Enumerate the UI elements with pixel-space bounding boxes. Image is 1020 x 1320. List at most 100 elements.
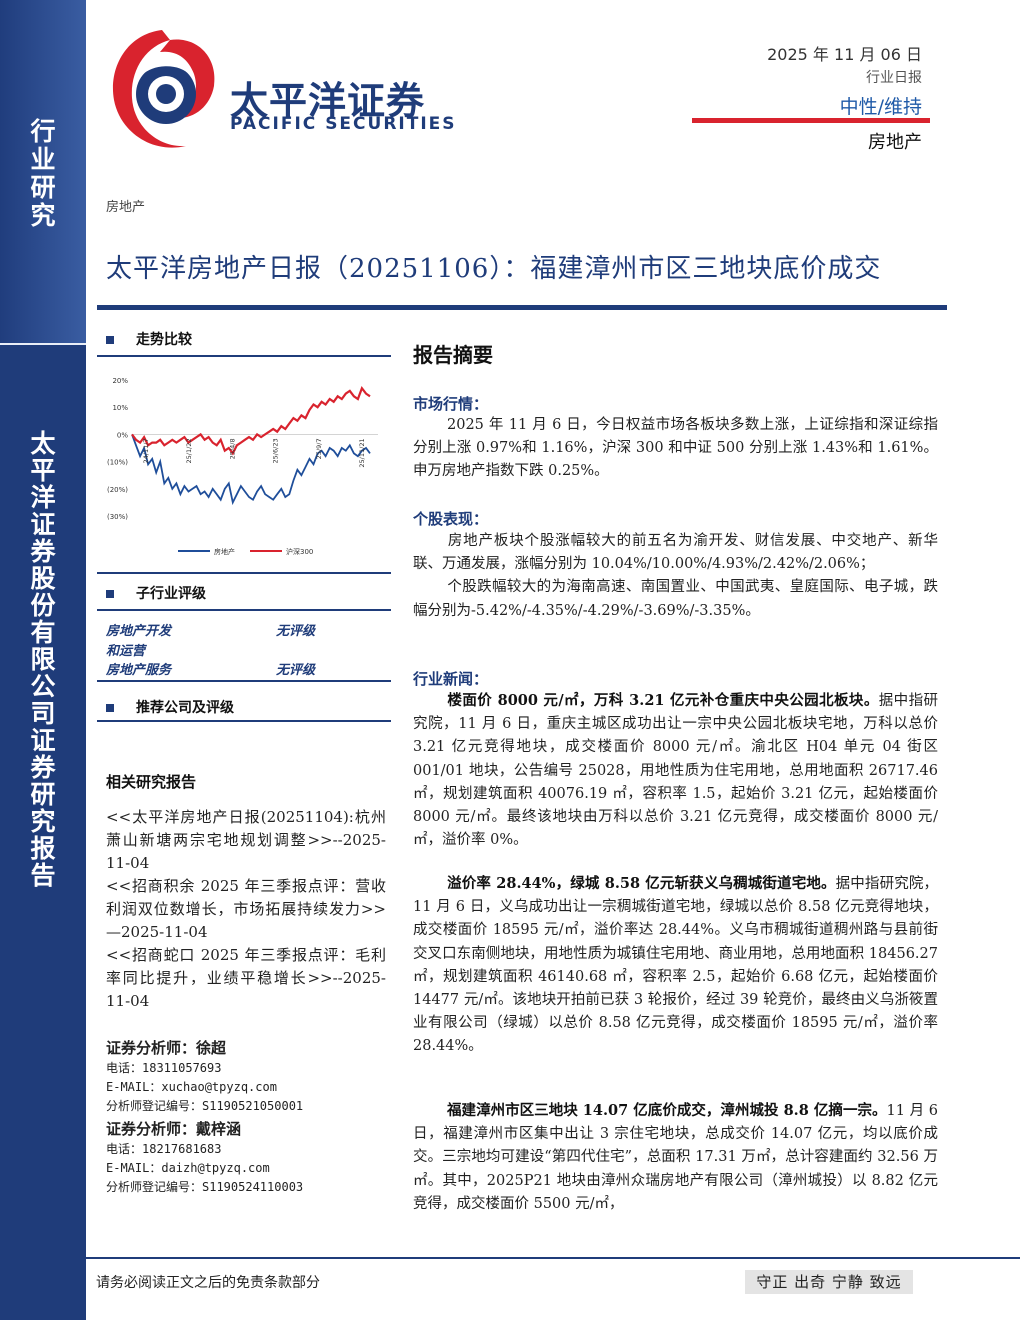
- news-3-lead: 福建漳州市区三地块 14.07 亿底价成交，漳州城投 8.8 亿摘一宗。: [447, 1102, 887, 1119]
- analyst-name: 证券分析师：徐超: [106, 1039, 227, 1057]
- sidebar-industry-research-label: 行业研究: [0, 118, 86, 230]
- sub-rating-divider: [97, 609, 391, 611]
- sub-rating-name-cont: 和运营: [106, 644, 146, 659]
- market-text: 2025 年 11 月 6 日，今日权益市场各板块多数上涨，上证综指和深证综指分…: [413, 417, 938, 480]
- sidebar-company-char: 公: [30, 672, 56, 701]
- news-3-text: 11 月 6 日，福建漳州市区集中出让 3 宗住宅地块，总成交价 14.07 亿…: [413, 1103, 938, 1212]
- report-date: 2025 年 11 月 06 日: [767, 45, 922, 64]
- news-item-3: 福建漳州市区三地块 14.07 亿底价成交，漳州城投 8.8 亿摘一宗。11 月…: [413, 1099, 938, 1216]
- page-title: 太平洋房地产日报（20251106）：福建漳州市区三地块底价成交: [106, 254, 882, 284]
- sector-label: 房地产: [868, 132, 922, 153]
- sidebar-company-char: 券: [30, 753, 56, 782]
- sub-rating-name: 房地产服务: [106, 663, 172, 678]
- company-logo: 太平洋证券 PACIFIC SECURITIES: [100, 18, 460, 168]
- news-heading: 行业新闻：: [413, 670, 489, 688]
- y-tick-label: 10%: [112, 404, 128, 412]
- sidebar-company-char: 份: [30, 591, 56, 620]
- sidebar-company-char: 究: [30, 807, 56, 836]
- market-paragraph: 2025 年 11 月 6 日，今日权益市场各板块多数上涨，上证综指和深证综指分…: [413, 414, 938, 484]
- news-2-text: 据中指研究院，11 月 6 日，义乌成功出让一宗稠城街道宅地，绿城以总价 8.5…: [413, 876, 939, 1055]
- sidebar-company-char: 报: [30, 834, 56, 863]
- bullet-square-icon: [106, 336, 114, 344]
- sidebar-company-char: 研: [30, 780, 56, 809]
- related-report-link[interactable]: <<招商积余 2025 年三季报点评：营收利润双位数增长，市场拓展持续发力>>—…: [106, 877, 386, 941]
- sidebar-company-label: 太平洋证券股份有限公司证券研究报告: [0, 430, 86, 889]
- sidebar-company-char: 证: [30, 510, 56, 539]
- sub-rating-divider-top: [97, 572, 391, 574]
- sub-rating-heading: 子行业评级: [106, 583, 206, 603]
- company-motto: 守正 出奇 宁静 致远: [745, 1270, 913, 1294]
- stock-heading: 个股表现：: [413, 510, 489, 528]
- news-item-2: 溢价率 28.44%，绿城 8.58 亿元斩获义乌稠城街道宅地。据中指研究院，1…: [413, 872, 938, 1059]
- sidebar-top-band: [0, 0, 86, 345]
- rating-accent-bar: [692, 118, 930, 123]
- sidebar-top-char: 研: [30, 173, 56, 202]
- disclaimer-note: 请务必阅读正文之后的免责条款部分: [96, 1275, 320, 1291]
- y-tick-label: 0%: [117, 431, 128, 439]
- x-tick-label: 25/9/7: [315, 438, 323, 459]
- trend-heading: 走势比较: [106, 329, 192, 349]
- industry-rating: 中性/维持: [839, 96, 922, 118]
- related-reports-heading: 相关研究报告: [106, 773, 197, 791]
- recommend-heading-label: 推荐公司及评级: [136, 700, 234, 716]
- logo-chinese-text: 太平洋证券: [230, 79, 426, 123]
- x-tick-label: 25/1/22: [185, 438, 193, 463]
- related-report-link[interactable]: <<太平洋房地产日报(20251104):杭州萧山新塘两宗宅地规划调整>>--2…: [106, 808, 386, 872]
- trend-divider: [97, 355, 391, 357]
- sidebar-company-char: 告: [30, 861, 56, 890]
- title-divider: [97, 305, 947, 310]
- bullet-square-icon: [106, 590, 114, 598]
- report-type: 行业日报: [866, 70, 922, 86]
- sidebar-company-char: 券: [30, 537, 56, 566]
- news-1-text: 据中指研究院，11 月 6 日，重庆主城区成功出让一宗中央公园北板块宅地，万科以…: [413, 693, 938, 849]
- logo-swirl-icon: [112, 30, 215, 148]
- news-2-lead: 溢价率 28.44%，绿城 8.58 亿元斩获义乌稠城街道宅地。: [447, 875, 836, 892]
- sidebar-divider: [0, 343, 86, 346]
- analyst-registration: 分析师登记编号：S1190524110003: [106, 1180, 304, 1194]
- legend-label: 沪深300: [286, 547, 313, 556]
- sub-rating-value: 无评级: [276, 624, 316, 639]
- sub-rating-name: 房地产开发: [106, 624, 172, 639]
- breadcrumb: 房地产: [106, 200, 146, 215]
- x-tick-label: 25/4/8: [228, 438, 236, 459]
- related-report-link[interactable]: <<招商蛇口 2025 年三季报点评：毛利率同比提升，业绩平稳增长>>--202…: [106, 946, 386, 1010]
- sidebar-bottom-band: [0, 345, 86, 1320]
- footer-divider: [86, 1257, 1020, 1259]
- analyst-phone: 电话：18217681683: [106, 1142, 222, 1156]
- market-heading: 市场行情：: [413, 395, 489, 413]
- sidebar-company-char: 限: [30, 645, 56, 674]
- trend-chart: 20% 10% 0% (10%) (20%) (30%) 24/11/7 25/1/22 25/…: [100, 368, 385, 560]
- bullet-square-icon: [106, 704, 114, 712]
- stock-paragraph: 房地产板块个股涨幅较大的前五名为渝开发、财信发展、中交地产、新华联、万通发展，涨…: [413, 530, 938, 623]
- analyst-card: 证券分析师：徐超 电话：18311057693 E-MAIL：xuchao@tp…: [106, 1037, 396, 1116]
- analyst-email[interactable]: E-MAIL：daizh@tpyzq.com: [106, 1161, 270, 1175]
- trend-heading-label: 走势比较: [136, 332, 192, 348]
- sidebar-company-char: 证: [30, 726, 56, 755]
- series-line-hs300: [131, 385, 371, 456]
- sidebar-company-char: 太: [30, 429, 56, 458]
- series-line-real-estate: [131, 434, 371, 506]
- recommend-heading: 推荐公司及评级: [106, 697, 234, 717]
- y-tick-label: (30%): [107, 513, 128, 521]
- stock-text-losers: 个股跌幅较大的为海南高速、南国置业、中国武夷、皇庭国际、电子城，跌幅分别为-5.…: [413, 579, 938, 619]
- analyst-name: 证券分析师：戴梓涵: [106, 1120, 242, 1138]
- sidebar-top-char: 究: [30, 201, 56, 230]
- y-tick-label: (10%): [107, 459, 128, 467]
- legend-label: 房地产: [214, 547, 235, 556]
- abstract-heading: 报告摘要: [413, 343, 493, 367]
- x-tick-label: 24/11/7: [142, 438, 150, 463]
- sidebar-top-char: 业: [30, 145, 56, 174]
- sidebar-company-char: 平: [30, 456, 56, 485]
- x-tick-label: 25/11/21: [358, 438, 366, 467]
- analyst-card: 证券分析师：戴梓涵 电话：18217681683 E-MAIL：daizh@tp…: [106, 1118, 396, 1197]
- stock-text-gainers: 房地产板块个股涨幅较大的前五名为渝开发、财信发展、中交地产、新华联、万通发展，涨…: [413, 533, 938, 573]
- sidebar-company-char: 司: [30, 699, 56, 728]
- trend-chart-svg: 20% 10% 0% (10%) (20%) (30%) 24/11/7 25/1/22 25/…: [107, 377, 378, 556]
- logo-english-text: PACIFIC SECURITIES: [230, 114, 457, 134]
- news-1-lead: 楼面价 8000 元/㎡，万科 3.21 亿元补仓重庆中央公园北板块。: [447, 692, 879, 709]
- sidebar-company-char: 有: [30, 618, 56, 647]
- sidebar-top-char: 行: [30, 117, 56, 146]
- analyst-email[interactable]: E-MAIL：xuchao@tpyzq.com: [106, 1080, 277, 1094]
- recommend-divider: [97, 720, 391, 722]
- recommend-divider-top: [97, 680, 391, 682]
